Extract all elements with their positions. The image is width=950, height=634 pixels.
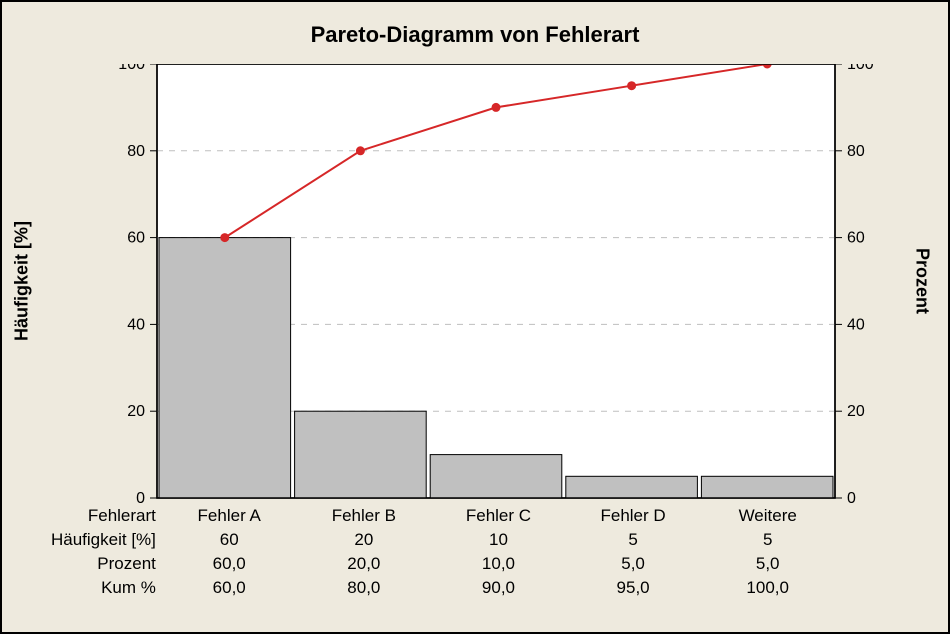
table-cell: 60 [162, 530, 297, 550]
table-row-header: Prozent [2, 554, 162, 574]
cumulative-marker [356, 147, 364, 155]
table-cell: 5 [566, 530, 701, 550]
y-left-tick: 60 [127, 230, 145, 247]
pareto-chart-svg: 020406080100020406080100 [97, 64, 895, 508]
table-row-header: Kum % [2, 578, 162, 598]
table-cell: 60,0 [162, 554, 297, 574]
table-cell: Fehler B [297, 506, 432, 526]
y-left-tick: 100 [118, 64, 145, 73]
cumulative-marker [492, 103, 500, 111]
y-right-tick: 20 [847, 403, 865, 420]
table-cell: 90,0 [431, 578, 566, 598]
bar [295, 411, 427, 498]
bar [430, 455, 562, 498]
table-cell: Fehler C [431, 506, 566, 526]
table-row: FehlerartFehler AFehler BFehler CFehler … [2, 504, 835, 528]
y-right-tick: 0 [847, 490, 856, 507]
y-left-tick: 20 [127, 403, 145, 420]
table-row-header: Fehlerart [2, 506, 162, 526]
table-cell: 80,0 [297, 578, 432, 598]
table-cell: 60,0 [162, 578, 297, 598]
y-right-tick: 80 [847, 143, 865, 160]
table-row: Häufigkeit [%]60201055 [2, 528, 835, 552]
table-cell: 100,0 [700, 578, 835, 598]
y-axis-left-label: Häufigkeit [%] [12, 221, 33, 341]
table-cell: 20 [297, 530, 432, 550]
y-right-tick: 40 [847, 316, 865, 333]
plot-area: 020406080100020406080100 [97, 64, 895, 508]
y-left-tick: 40 [127, 316, 145, 333]
table-cell: 5 [700, 530, 835, 550]
bar [701, 476, 833, 498]
table-cell: 20,0 [297, 554, 432, 574]
bar [159, 238, 291, 498]
table-cell: 10,0 [431, 554, 566, 574]
table-cell: 5,0 [566, 554, 701, 574]
data-table: FehlerartFehler AFehler BFehler CFehler … [2, 504, 835, 600]
y-axis-right-label: Prozent [912, 248, 933, 314]
table-cell: Fehler D [566, 506, 701, 526]
table-cell: Weitere [700, 506, 835, 526]
bar [566, 476, 698, 498]
cumulative-marker [221, 234, 229, 242]
table-row-header: Häufigkeit [%] [2, 530, 162, 550]
table-cell: 10 [431, 530, 566, 550]
table-cell: 5,0 [700, 554, 835, 574]
table-row: Prozent60,020,010,05,05,0 [2, 552, 835, 576]
table-row: Kum %60,080,090,095,0100,0 [2, 576, 835, 600]
y-left-tick: 80 [127, 143, 145, 160]
table-cell: Fehler A [162, 506, 297, 526]
y-right-tick: 100 [847, 64, 874, 73]
y-right-tick: 60 [847, 230, 865, 247]
table-cell: 95,0 [566, 578, 701, 598]
chart-title: Pareto-Diagramm von Fehlerart [2, 22, 948, 48]
cumulative-marker [628, 82, 636, 90]
